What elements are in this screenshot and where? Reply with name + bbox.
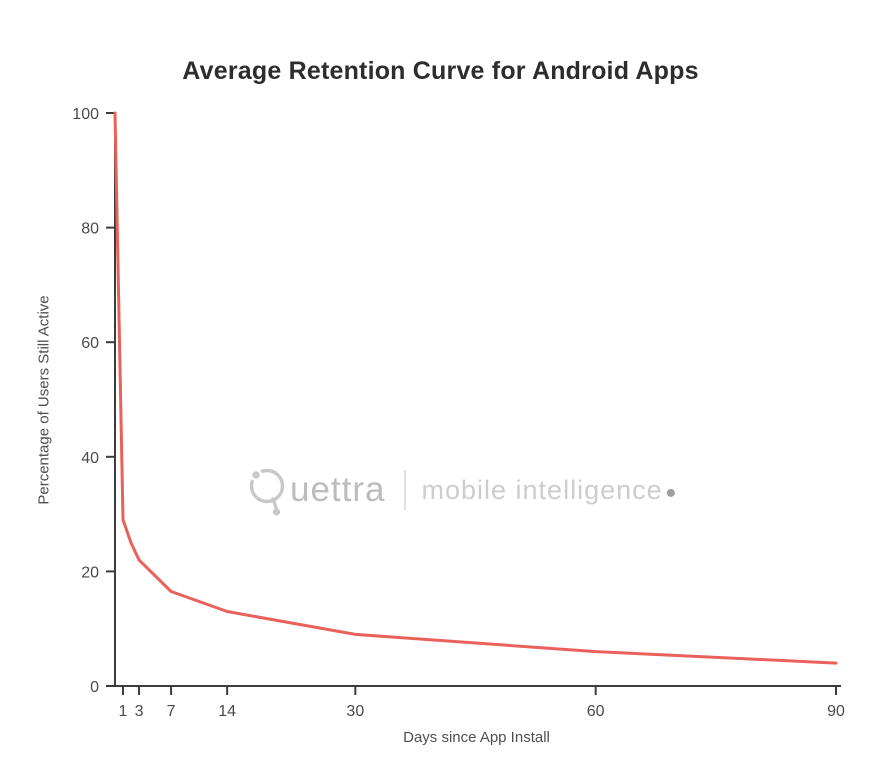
x-tick-label: 1 bbox=[119, 703, 128, 720]
watermark-brand-text: uettra bbox=[290, 470, 386, 509]
quettra-logo-icon bbox=[249, 468, 285, 516]
x-tick-label: 30 bbox=[346, 703, 364, 720]
x-tick-label: 60 bbox=[587, 703, 605, 720]
chart-title: Average Retention Curve for Android Apps bbox=[182, 56, 699, 85]
y-tick-label: 40 bbox=[81, 450, 99, 467]
y-tick-label: 20 bbox=[81, 564, 99, 581]
y-tick-label: 80 bbox=[81, 221, 99, 238]
x-tick-label: 90 bbox=[827, 703, 845, 720]
watermark-divider bbox=[403, 470, 406, 510]
watermark-tagline-dot: • bbox=[665, 477, 677, 510]
x-tick-label: 14 bbox=[218, 703, 236, 720]
axes bbox=[114, 113, 841, 687]
y-tick-label: 100 bbox=[72, 106, 99, 123]
y-tick-label: 0 bbox=[90, 679, 99, 696]
x-axis-label: Days since App Install bbox=[403, 729, 550, 746]
watermark-tagline: mobile intelligence bbox=[421, 474, 663, 505]
watermark: uettra mobile intelligence • bbox=[243, 458, 676, 522]
y-tick-label: 60 bbox=[81, 335, 99, 352]
retention-curve-line bbox=[113, 111, 838, 665]
x-tick-label: 7 bbox=[167, 703, 176, 720]
x-tick-label: 3 bbox=[135, 703, 144, 720]
y-axis-label: Percentage of Users Still Active bbox=[35, 295, 53, 505]
